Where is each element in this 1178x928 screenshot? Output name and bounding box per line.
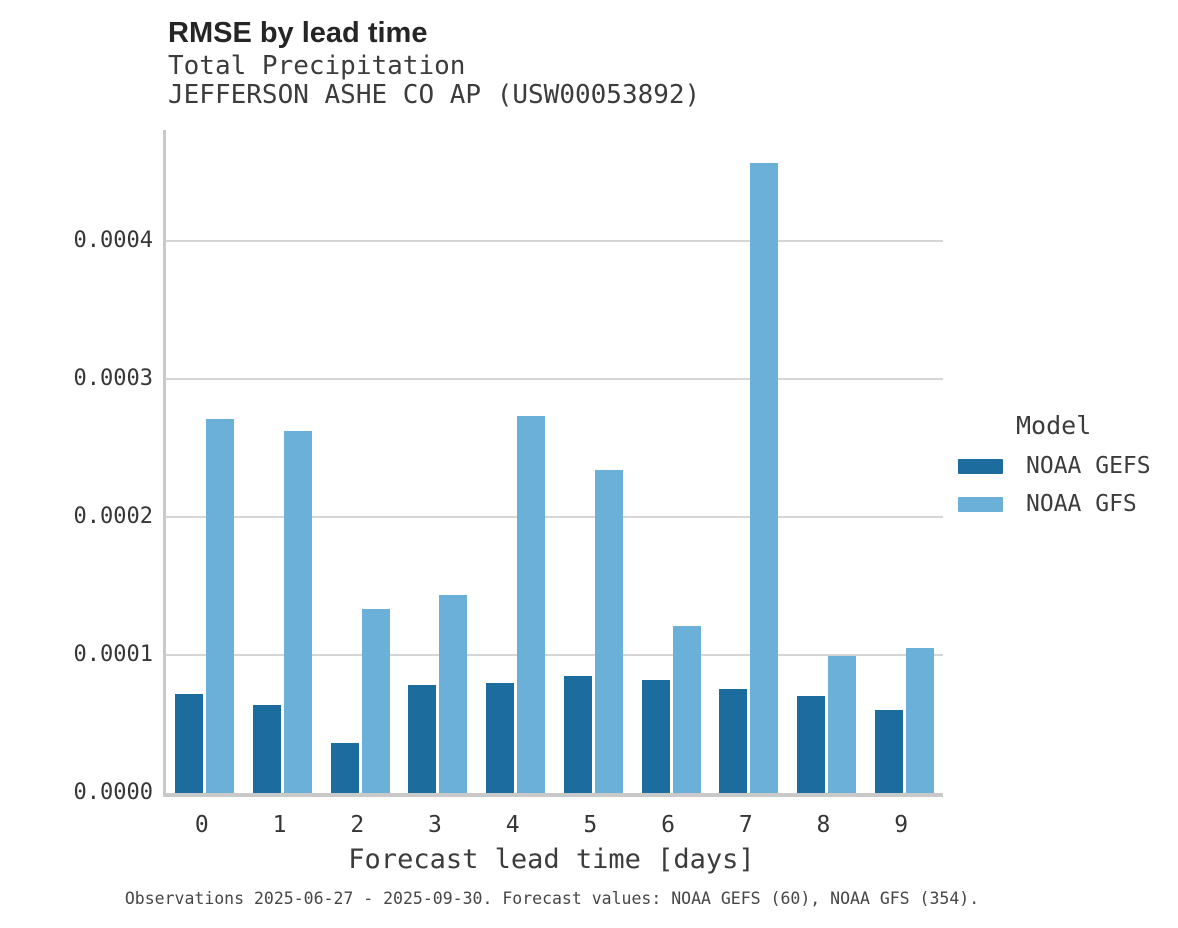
x-tick-label-8: 8: [816, 812, 831, 838]
x-tick-label-2: 2: [350, 812, 365, 838]
legend-swatch-icon: [958, 458, 1003, 474]
bar-noaa-gfs-lead-2: [361, 609, 390, 793]
x-tick-label-0: 0: [194, 812, 209, 838]
bar-noaa-gefs-lead-9: [874, 710, 903, 793]
x-tick-label-7: 7: [738, 812, 753, 838]
chart-subtitle-station: JEFFERSON ASHE CO AP (USW00053892): [168, 80, 701, 110]
chart-subtitle-variable: Total Precipitation: [168, 51, 466, 81]
legend-title: Model: [1016, 411, 1092, 440]
legend-label: NOAA GEFS: [1026, 453, 1151, 479]
footnote-caption: Observations 2025-06-27 - 2025-09-30. Fo…: [124, 889, 980, 908]
gridline-0.0003: [166, 377, 943, 380]
bar-noaa-gefs-lead-3: [408, 685, 437, 793]
x-tick-label-9: 9: [894, 812, 909, 838]
y-tick-label-0.0003: 0.0003: [73, 365, 153, 391]
bar-noaa-gefs-lead-2: [330, 743, 359, 793]
x-tick-label-4: 4: [505, 812, 520, 838]
bar-noaa-gfs-lead-8: [827, 656, 856, 793]
bar-noaa-gefs-lead-1: [253, 704, 282, 793]
x-tick-label-5: 5: [583, 812, 598, 838]
bar-noaa-gefs-lead-5: [563, 675, 592, 793]
bar-noaa-gfs-lead-3: [439, 595, 468, 793]
legend: Model NOAA GEFS NOAA GFS: [958, 411, 1173, 529]
bar-noaa-gefs-lead-8: [796, 696, 825, 793]
bar-noaa-gfs-lead-0: [206, 418, 235, 793]
gridline-0.0001: [166, 653, 943, 656]
gridline-0.0002: [166, 515, 943, 518]
y-tick-label-0.0000: 0.0000: [73, 780, 153, 805]
y-tick-label-0.0002: 0.0002: [73, 503, 153, 529]
bar-noaa-gfs-lead-5: [594, 469, 623, 793]
legend-entry-noaa-gefs: NOAA GEFS: [958, 453, 1173, 479]
plot-area: [163, 130, 943, 797]
bar-noaa-gefs-lead-0: [175, 693, 204, 793]
bar-noaa-gefs-lead-6: [641, 679, 670, 793]
bar-noaa-gefs-lead-4: [486, 682, 515, 793]
legend-entries: NOAA GEFS NOAA GFS: [958, 453, 1173, 517]
legend-entry-noaa-gfs: NOAA GFS: [958, 491, 1173, 517]
bar-noaa-gfs-lead-1: [284, 431, 313, 793]
legend-label: NOAA GFS: [1026, 491, 1137, 517]
bar-noaa-gfs-lead-7: [750, 163, 779, 793]
x-tick-label-1: 1: [272, 812, 287, 838]
gridline-0.0004: [166, 239, 943, 242]
x-axis-label: Forecast lead time [days]: [348, 844, 755, 875]
bar-noaa-gfs-lead-6: [672, 625, 701, 793]
y-tick-label-0.0004: 0.0004: [73, 227, 153, 253]
bar-noaa-gfs-lead-4: [517, 415, 546, 793]
bar-noaa-gefs-lead-7: [719, 689, 748, 793]
chart-title: RMSE by lead time: [168, 17, 428, 49]
legend-swatch-icon: [958, 496, 1003, 512]
x-tick-label-3: 3: [428, 812, 442, 838]
y-tick-label-0.0001: 0.0001: [73, 641, 153, 667]
bar-noaa-gfs-lead-9: [905, 647, 934, 793]
x-tick-label-6: 6: [661, 812, 675, 838]
